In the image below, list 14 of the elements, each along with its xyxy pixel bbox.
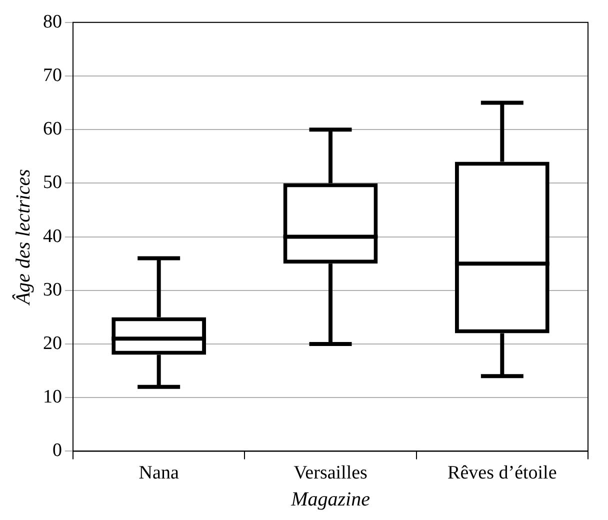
y-tick-label: 70 [43, 64, 62, 86]
y-tick-label: 10 [43, 386, 62, 408]
y-tick-label: 20 [43, 332, 62, 354]
y-tick-label: 60 [43, 118, 62, 140]
y-tick-label: 30 [43, 279, 62, 300]
x-tick-label: Nana [138, 462, 180, 484]
x-tick-label: Versailles [294, 462, 368, 484]
y-tick-label: 80 [43, 11, 62, 32]
y-tick-label: 40 [43, 226, 62, 247]
y-axis-title: Âge des lectrices [11, 168, 34, 307]
y-tick-label: 0 [52, 440, 62, 462]
x-axis-title: Magazine [290, 488, 370, 510]
y-tick-label: 50 [43, 172, 62, 194]
x-tick-label: Rêves d’étoile [448, 462, 557, 484]
